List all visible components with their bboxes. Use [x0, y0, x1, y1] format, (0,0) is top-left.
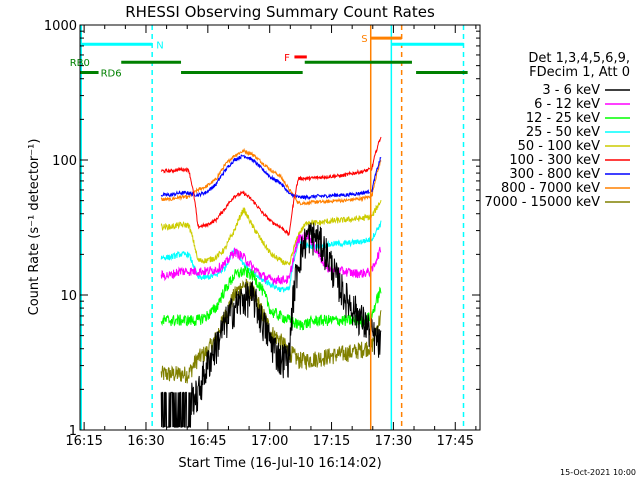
series-line-3-6-keV — [160, 222, 382, 428]
legend-entry-0: 3 - 6 keV — [542, 83, 600, 98]
series-line-25-50-keV — [160, 220, 382, 293]
legend-entry-1: 6 - 12 keV — [534, 97, 600, 112]
y-axis-label: Count Rate (s⁻¹ detector⁻¹) — [27, 139, 42, 316]
x-tick-label-17:00: 17:00 — [251, 434, 288, 449]
y-tick-label-1: 1 — [69, 424, 77, 439]
legend-entry-7: 800 - 7000 keV — [501, 181, 600, 196]
series-line-50-100-keV — [160, 199, 382, 266]
flag-label-RD6: RD6 — [101, 68, 122, 79]
series-line-300-800-keV — [160, 154, 382, 201]
flag-label-S: S — [361, 34, 367, 45]
legend-header-0: Det 1,3,4,5,6,9, — [528, 51, 630, 66]
plot-frame — [79, 24, 481, 431]
x-tick-label-16:30: 16:30 — [127, 434, 164, 449]
flag-label-F: F — [284, 53, 290, 64]
x-tick-label-16:45: 16:45 — [189, 434, 226, 449]
legend-entry-4: 50 - 100 keV — [518, 139, 601, 154]
flag-label-N: N — [156, 40, 163, 51]
legend-entry-2: 12 - 25 keV — [526, 111, 600, 126]
legend-entry-8: 7000 - 15000 keV — [485, 195, 601, 210]
legend: Det 1,3,4,5,6,9,FDecim 1, Att 0 3 - 6 keV… — [485, 51, 630, 210]
series-line-6-12-keV — [160, 231, 382, 285]
chart-title: RHESSI Observing Summary Count Rates — [125, 3, 435, 21]
legend-header-1: FDecim 1, Att 0 — [529, 65, 630, 80]
y-tick-label-10: 10 — [60, 289, 77, 304]
x-tick-label-16:15: 16:15 — [65, 434, 102, 449]
legend-entry-5: 100 - 300 keV — [509, 153, 600, 168]
y-tick-label-100: 100 — [52, 154, 77, 169]
y-tick-label-1000: 1000 — [44, 19, 77, 34]
x-tick-label-17:45: 17:45 — [437, 434, 474, 449]
legend-entry-6: 300 - 800 keV — [509, 167, 600, 182]
plot-area — [80, 25, 465, 430]
series-line-12-25-keV — [160, 265, 382, 331]
series-line-800-7000-keV — [160, 147, 382, 206]
axes: 16:15 16:30 16:45 17:00 17:15 17:30 17:45 1 10 10… — [44, 19, 481, 449]
series-line-7000-15000-keV — [160, 278, 382, 384]
footer-date: 15-Oct-2021 10:00 — [560, 468, 636, 477]
x-tick-label-17:30: 17:30 — [375, 434, 412, 449]
x-tick-label-17:15: 17:15 — [313, 434, 350, 449]
legend-entry-3: 25 - 50 keV — [526, 125, 600, 140]
series-line-100-300-keV — [160, 136, 382, 237]
x-axis-label: Start Time (16-Jul-10 16:14:02) — [178, 456, 381, 471]
